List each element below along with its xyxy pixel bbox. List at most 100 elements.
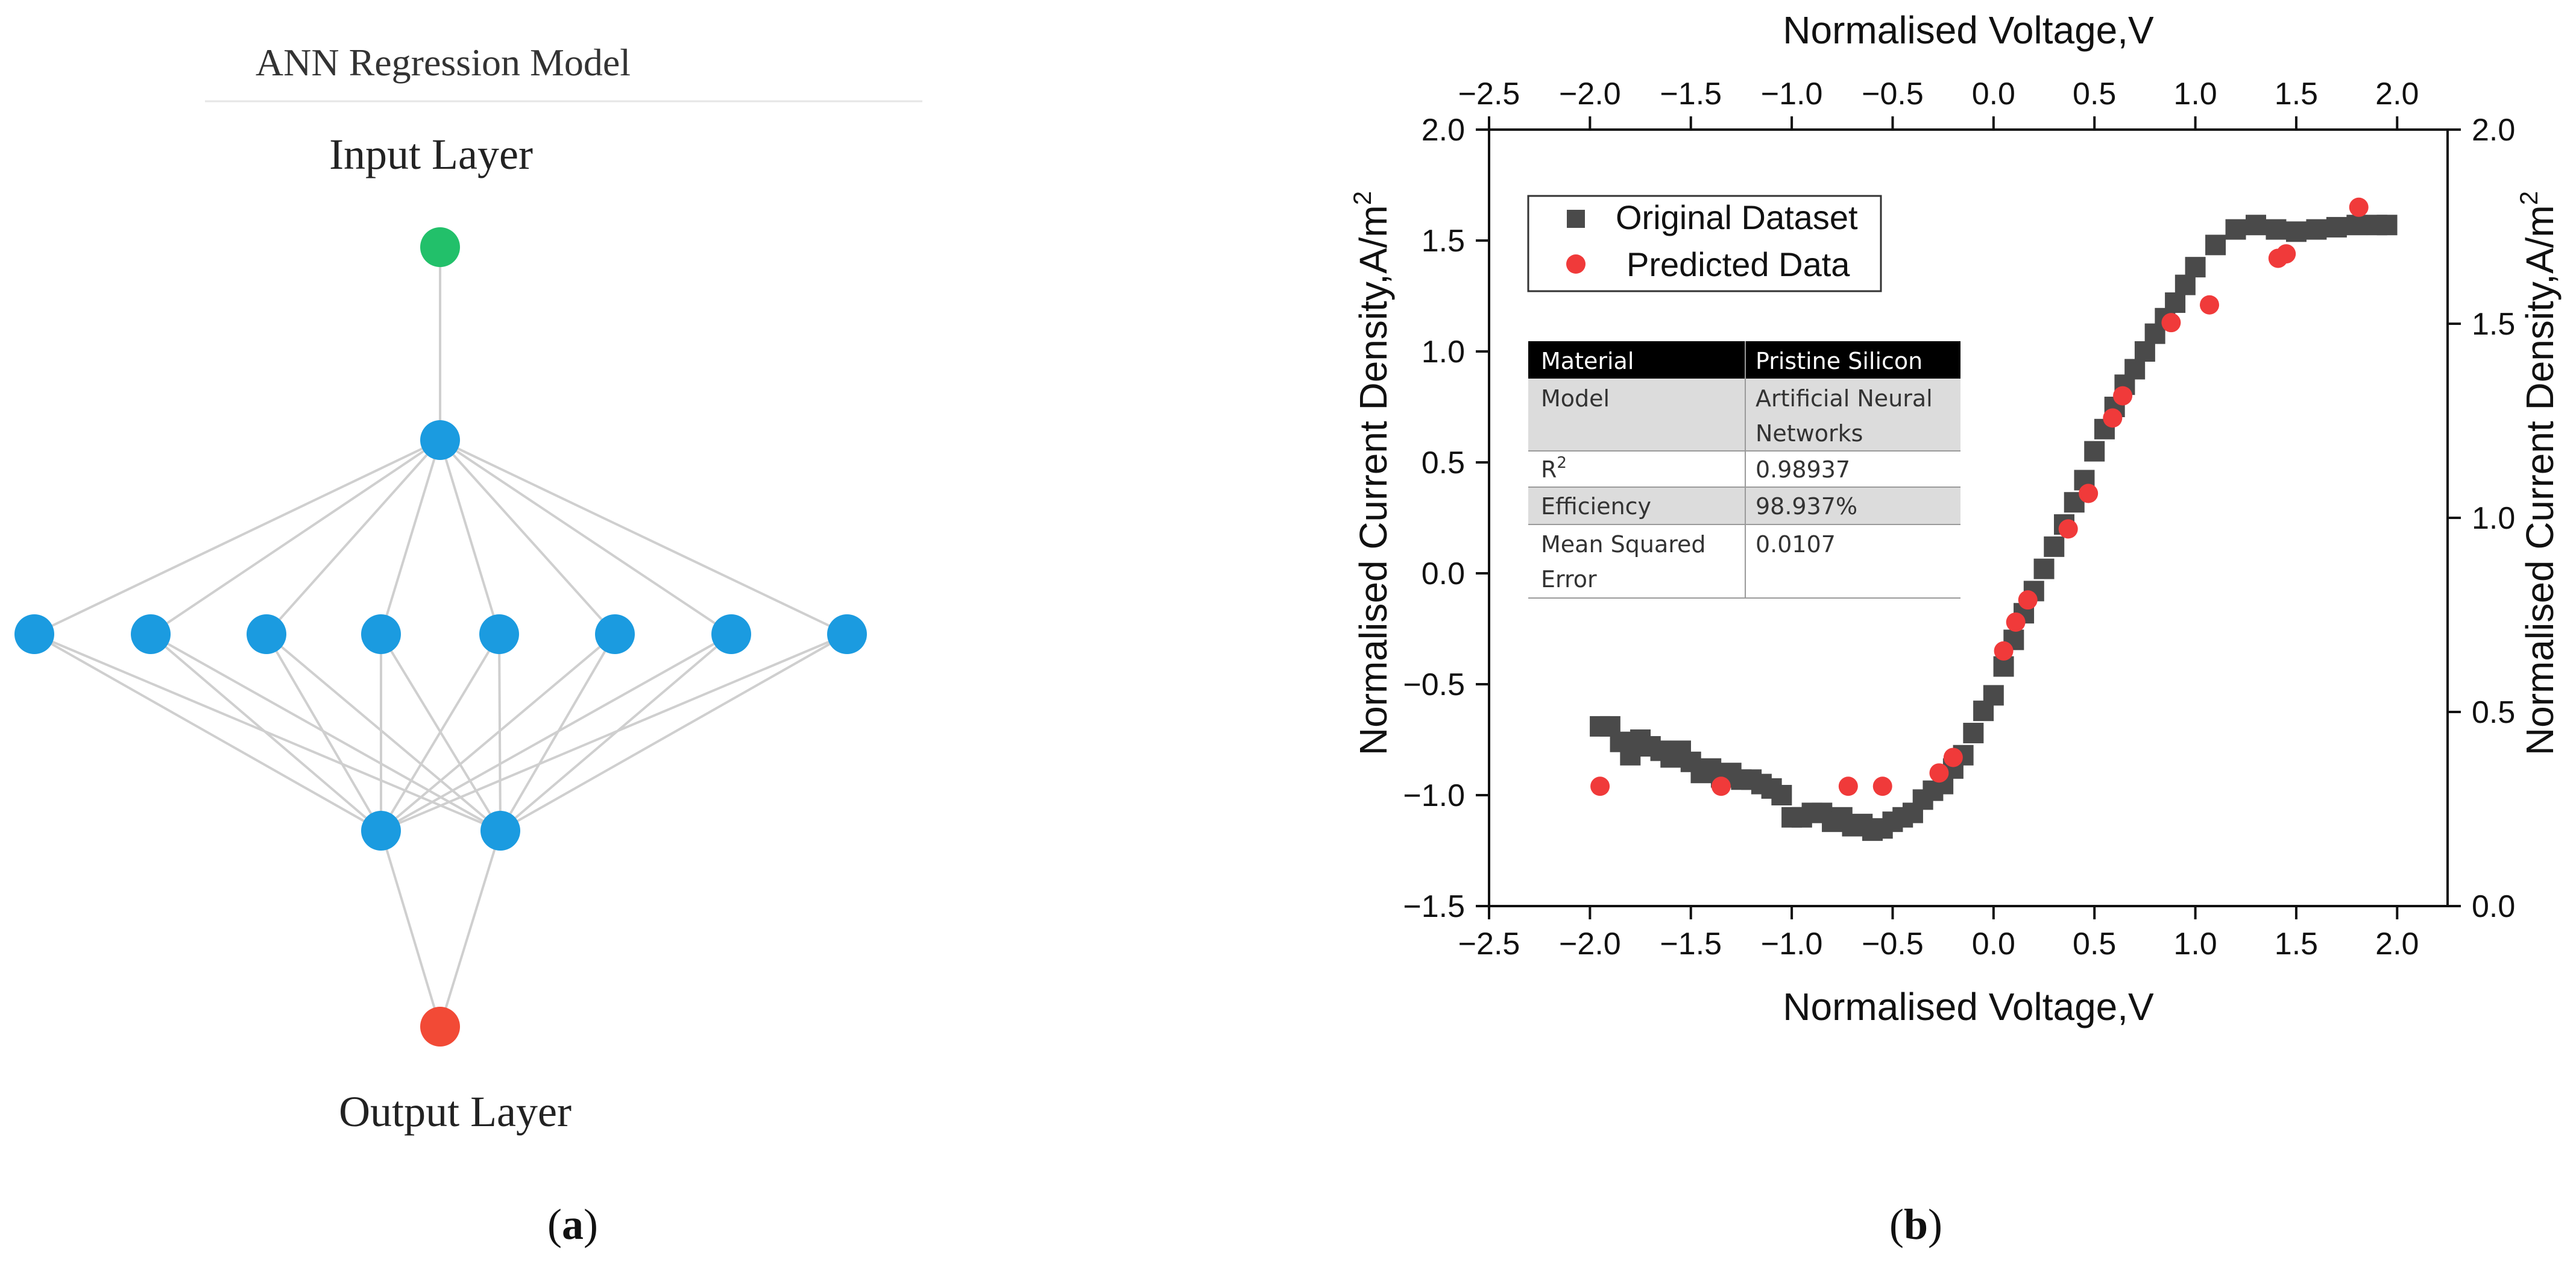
ann-title: ANN Regression Model <box>256 41 631 84</box>
original-data-point <box>1671 740 1691 761</box>
original-data-point <box>1882 811 1903 833</box>
panel-a-caption: (a) <box>547 1200 598 1248</box>
original-data-point <box>2084 441 2105 462</box>
network-edge <box>439 439 848 635</box>
predicted-data-point <box>1943 748 1963 767</box>
original-data-point <box>1599 716 1620 737</box>
predicted-data-point <box>2276 244 2296 264</box>
table-key-efficiency: Efficiency <box>1541 493 1651 520</box>
hidden-node <box>361 811 401 851</box>
x-tick-label-top: 1.0 <box>2173 77 2217 112</box>
network-edge <box>34 633 382 832</box>
original-data-point <box>2134 341 2155 362</box>
x-tick-label-top: 1.5 <box>2275 77 2318 112</box>
original-data-point <box>2044 536 2065 557</box>
hidden-node <box>14 614 54 654</box>
network-edge <box>500 633 848 832</box>
network-edge <box>380 633 500 832</box>
table-value-model: Artificial Neural Networks <box>1756 385 1933 447</box>
model-info-table: Material Pristine Silicon Model Artifici… <box>1528 341 1960 599</box>
predicted-data-point <box>2058 519 2078 539</box>
table-value-r2: 0.98937 <box>1756 456 1850 483</box>
original-data-point <box>1701 758 1722 779</box>
original-data-point <box>2144 323 2165 344</box>
original-data-point <box>2094 418 2115 439</box>
legend-label-predicted: Predicted Data <box>1627 245 1850 283</box>
original-data-point <box>2174 274 2196 295</box>
y-tick-label-left: −0.5 <box>1403 667 1465 702</box>
y-axis-label-right-sup: 2 <box>2515 191 2543 205</box>
original-data-point <box>1993 656 2014 677</box>
predicted-data-point <box>1590 776 1610 796</box>
table-key-r2-sup: 2 <box>1557 454 1567 472</box>
original-data-point <box>1721 763 1742 784</box>
original-data-point <box>2326 216 2347 238</box>
y-axis-right: 0.0 0.5 1.0 1.5 2.0 <box>2448 113 2515 924</box>
hidden-node <box>361 614 401 654</box>
network-edge <box>439 439 500 635</box>
x-tick-label-bottom: 0.5 <box>2073 927 2116 962</box>
x-tick-label-bottom: 2.0 <box>2375 927 2419 962</box>
output-layer-label: Output Layer <box>339 1088 572 1136</box>
plot-frame <box>1488 128 2449 907</box>
original-data-point <box>1791 807 1812 828</box>
x-tick-label-bottom: −2.5 <box>1458 927 1520 962</box>
original-data-point <box>1731 769 1752 790</box>
predicted-data-point <box>2161 313 2181 333</box>
hidden-node <box>711 614 751 654</box>
network-edge <box>439 439 616 635</box>
original-data-point <box>1872 818 1893 839</box>
y-axis-label-right-text: Normalised Current Density,A/m <box>2518 205 2562 755</box>
panel-b-letter: b <box>1904 1200 1928 1248</box>
original-data-point <box>2074 470 2095 491</box>
predicted-data-point <box>2268 248 2288 268</box>
table-value-material: Pristine Silicon <box>1756 348 1923 374</box>
original-data-point <box>1781 807 1803 828</box>
original-data-point <box>1923 780 1944 801</box>
y-tick-label-right: 1.0 <box>2472 501 2515 536</box>
plot-border <box>1488 128 2449 907</box>
predicted-data-point <box>1711 776 1731 796</box>
network-edge <box>265 633 502 832</box>
output-node <box>420 1007 460 1047</box>
predicted-data-point <box>1929 763 1949 783</box>
original-data-point <box>1771 785 1792 805</box>
predicted-data-point <box>1994 641 2014 661</box>
original-data-point <box>1620 745 1641 766</box>
original-data-point <box>1933 773 1954 795</box>
predicted-data-point <box>2006 612 2026 632</box>
original-data-point <box>1650 740 1671 761</box>
network-edge <box>265 633 382 832</box>
panel-b-caption: (b) <box>1889 1200 1942 1248</box>
original-data-point <box>2306 219 2327 240</box>
original-data-point <box>2014 603 2035 624</box>
y-tick-label-right: 1.5 <box>2472 307 2515 342</box>
network-edge <box>34 439 441 635</box>
x-tick-label-bottom: −2.0 <box>1559 927 1621 962</box>
y-tick-label-left: 1.5 <box>1422 224 1465 259</box>
original-data-point <box>1630 729 1651 750</box>
original-data-point <box>2104 397 2125 417</box>
y-tick-label-right: 2.0 <box>2472 113 2515 148</box>
y-tick-label-left: −1.0 <box>1403 778 1465 813</box>
network-edge <box>439 830 502 1027</box>
x-tick-label-bottom: 0.0 <box>1972 927 2015 962</box>
table-key-r2-text: R <box>1541 456 1557 483</box>
original-data-point <box>2124 359 2146 380</box>
original-data-point <box>1892 807 1913 828</box>
y-tick-label-right: 0.5 <box>2472 695 2515 730</box>
legend-marker-original <box>1567 210 1585 228</box>
original-data-point <box>1953 745 1974 766</box>
original-data-point <box>1973 701 1994 722</box>
y-axis-left: −1.5 −1.0 −0.5 0.0 0.5 1.0 1.5 2.0 <box>1403 113 1489 924</box>
original-data-point <box>1590 716 1611 737</box>
input-node <box>420 227 460 267</box>
original-data-point <box>1801 802 1822 823</box>
original-data-point <box>2023 581 2044 602</box>
original-data-point <box>1640 736 1661 757</box>
legend-marker-predicted <box>1566 254 1586 274</box>
original-data-point <box>1822 811 1843 833</box>
legend-box <box>1527 195 1882 292</box>
x-axis-top: −2.5 −2.0 −1.5 −1.0 −0.5 0.0 0.5 1.0 1.5 2.0 <box>1458 77 2419 130</box>
hidden-node <box>247 614 286 654</box>
